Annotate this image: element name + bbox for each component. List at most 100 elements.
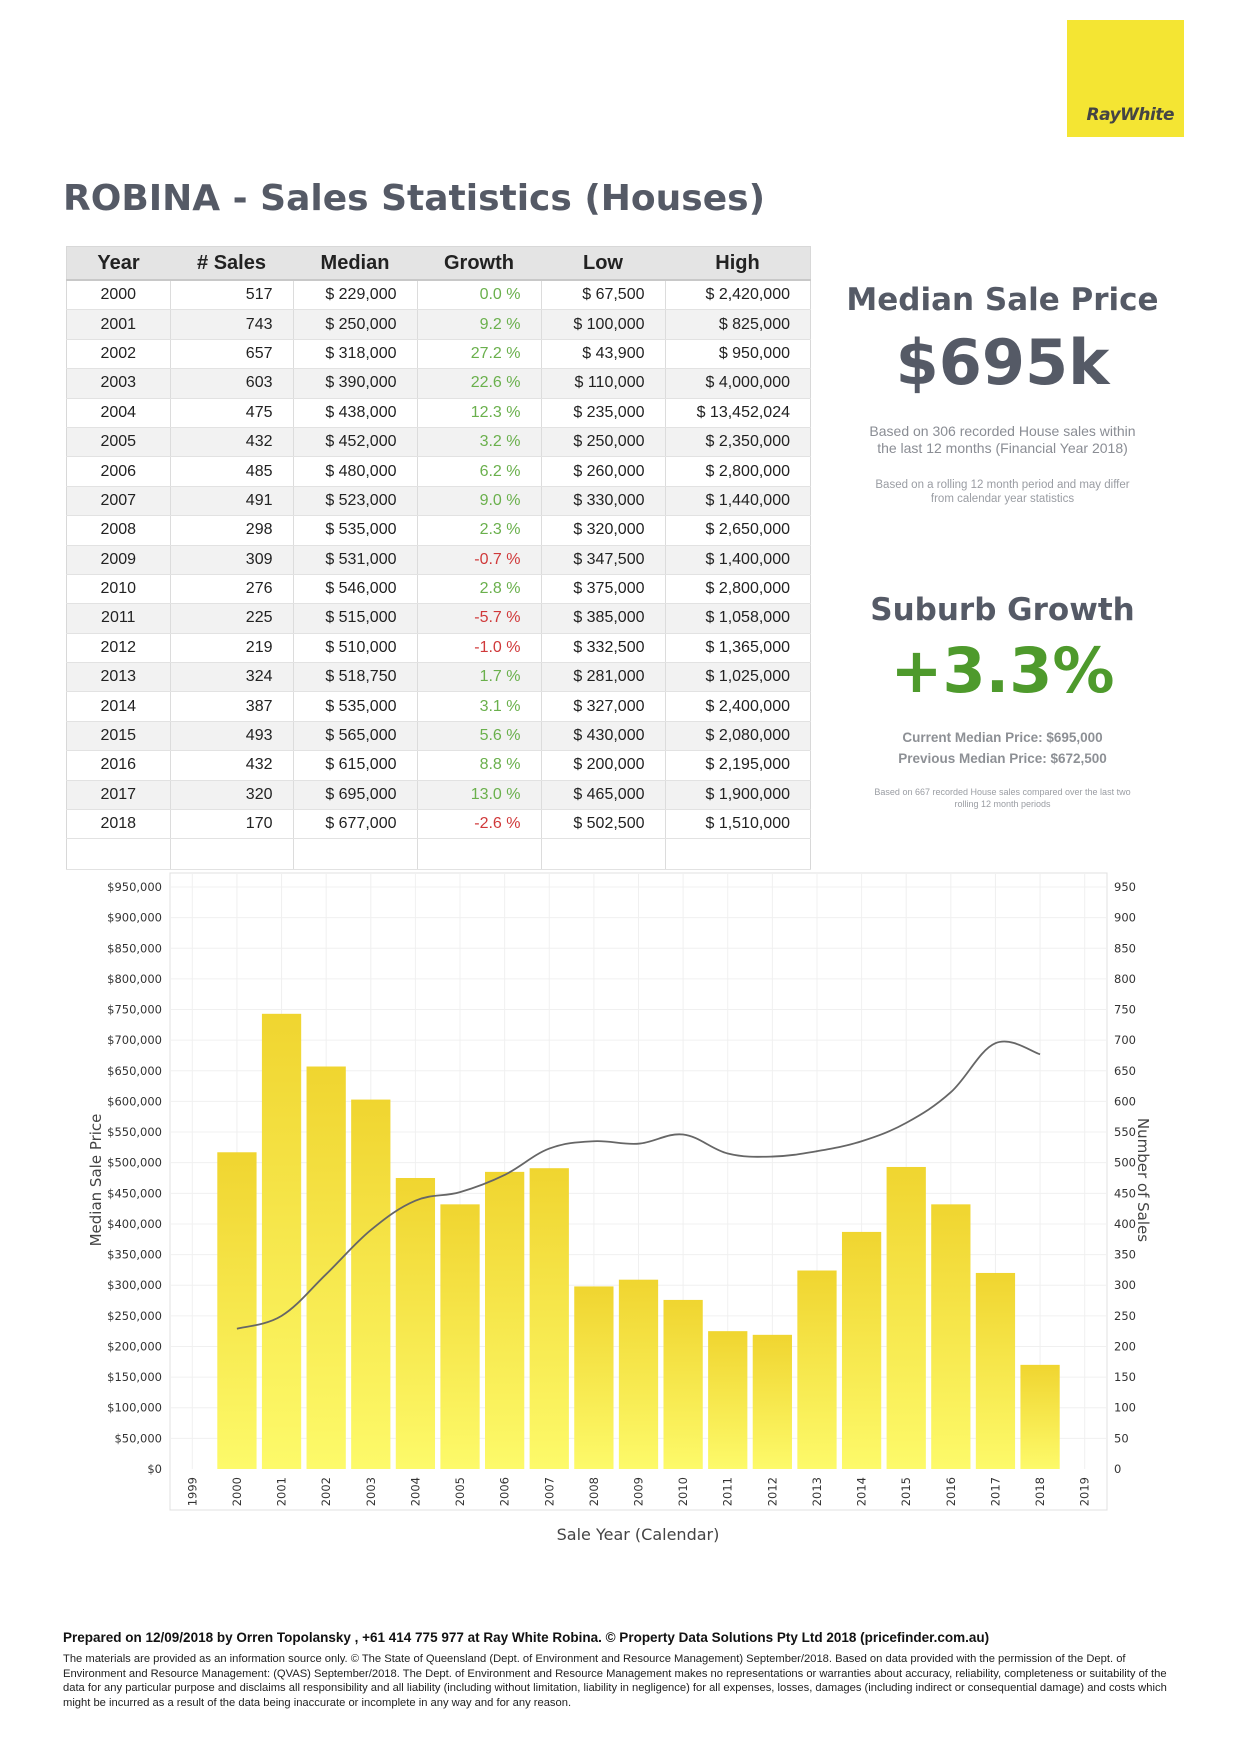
x-tick-label: 2005 [453, 1477, 467, 1506]
sales-bar [351, 1099, 391, 1469]
x-tick-label: 2006 [498, 1477, 512, 1506]
cell-low: $ 235,000 [541, 398, 666, 428]
cell-high: $ 1,510,000 [665, 809, 811, 840]
cell-growth: 2.8 % [417, 574, 542, 605]
sales-bar [574, 1286, 614, 1469]
median-value: $695k [895, 326, 1110, 399]
cell-year: 2014 [66, 691, 171, 722]
left-tick-label: $650,000 [107, 1064, 162, 1078]
cell-year: 2016 [66, 750, 171, 781]
cell-year: 2004 [66, 398, 171, 428]
x-tick-label: 2004 [408, 1477, 422, 1506]
sales-bar [752, 1334, 792, 1469]
table-row: 2000 517 $ 229,000 0.0 % $ 67,500 $ 2,420,000 [66, 280, 811, 311]
cell-year: 2012 [66, 633, 171, 664]
cell-median: $ 510,000 [293, 633, 418, 664]
cell-year: 2008 [66, 515, 171, 546]
table-body: 2000 517 $ 229,000 0.0 % $ 67,500 $ 2,420,000… [66, 280, 811, 871]
growth-heading: Suburb Growth [870, 592, 1135, 628]
table-row: 2005 432 $ 452,000 3.2 % $ 250,000 $ 2,350,00… [66, 427, 811, 458]
x-axis-title: Sale Year (Calendar) [557, 1525, 720, 1544]
cell-year: 2011 [66, 603, 171, 634]
right-axis-title: Number of Sales [1134, 1118, 1152, 1242]
sales-bar [306, 1066, 346, 1469]
sales-bar [708, 1331, 748, 1469]
cell-low: $ 110,000 [541, 368, 666, 399]
cell-high: $ 2,400,000 [665, 691, 811, 722]
cell-low: $ 332,500 [541, 633, 666, 664]
left-tick-label: $0 [147, 1462, 162, 1476]
right-tick-label: 150 [1114, 1370, 1136, 1384]
cell-median: $ 250,000 [293, 309, 418, 340]
cell-median: $ 480,000 [293, 456, 418, 487]
sales-bar [440, 1204, 480, 1469]
table-row: 2009 309 $ 531,000 -0.7 % $ 347,500 $ 1,400,0… [66, 545, 811, 575]
table-header-row: Year # Sales Median Growth Low High [66, 246, 811, 281]
left-tick-label: $550,000 [107, 1125, 162, 1139]
cell-growth: 9.2 % [417, 309, 542, 340]
cell-high: $ 2,650,000 [665, 515, 811, 546]
cell-growth: 13.0 % [417, 780, 542, 811]
left-tick-label: $850,000 [107, 941, 162, 955]
cell-growth: 9.0 % [417, 486, 542, 517]
cell-sales: 219 [170, 633, 294, 664]
cell-low: $ 330,000 [541, 486, 666, 517]
cell-sales: 309 [170, 545, 294, 575]
median-price-line [236, 1040, 1041, 1330]
cell-high: $ 1,900,000 [665, 780, 811, 811]
cell-year: 2017 [66, 780, 171, 811]
left-tick-label: $350,000 [107, 1248, 162, 1262]
cell-median: $ 677,000 [293, 809, 418, 840]
left-tick-label: $400,000 [107, 1217, 162, 1231]
cell-sales: 387 [170, 691, 294, 722]
sales-chart: $0 $50,000 $100,000 $150,000 $200,000 $250,00… [87, 872, 1152, 1544]
x-tick-label: 2001 [275, 1477, 289, 1506]
cell-growth: 3.1 % [417, 691, 542, 722]
x-tick-label: 2015 [899, 1477, 913, 1506]
table-row: 2006 485 $ 480,000 6.2 % $ 260,000 $ 2,800,00… [66, 456, 811, 487]
x-tick-label: 2007 [542, 1477, 556, 1506]
left-tick-label: $900,000 [107, 911, 162, 925]
cell-median: $ 531,000 [293, 545, 418, 575]
left-tick-label: $950,000 [107, 880, 162, 894]
cell-growth: 22.6 % [417, 368, 542, 399]
cell-low: $ 43,900 [541, 339, 666, 370]
x-tick-label: 2014 [855, 1477, 869, 1506]
cell-sales: 517 [170, 280, 294, 311]
cell-growth: 0.0 % [417, 280, 542, 311]
cell-high: $ 2,800,000 [665, 456, 811, 487]
axis-labels: $0 $50,000 $100,000 $150,000 $200,000 $250,00… [107, 880, 1136, 1506]
sales-bar [663, 1299, 703, 1469]
table-row: 2002 657 $ 318,000 27.2 % $ 43,900 $ 950,000 [66, 339, 811, 370]
table-row: 2007 491 $ 523,000 9.0 % $ 330,000 $ 1,440,00… [66, 486, 811, 517]
header-median: Median [293, 246, 417, 281]
cell-median: $ 615,000 [293, 750, 418, 781]
table-row: 2001 743 $ 250,000 9.2 % $ 100,000 $ 825,000 [66, 309, 811, 340]
cell-growth: 1.7 % [417, 662, 542, 693]
sales-bar [975, 1272, 1016, 1469]
left-tick-label: $500,000 [107, 1156, 162, 1170]
header-growth: Growth [417, 246, 541, 281]
cell-sales: 320 [170, 780, 294, 811]
cell-year: 2015 [66, 721, 171, 752]
cell-median: $ 523,000 [293, 486, 418, 517]
sales-bar [261, 1013, 302, 1469]
cell-sales: 170 [170, 809, 294, 840]
median-line [236, 1040, 1041, 1330]
x-tick-label: 2017 [988, 1477, 1002, 1506]
cell-median: $ 546,000 [293, 574, 418, 605]
cell-sales: 475 [170, 398, 294, 428]
cell-sales: 657 [170, 339, 294, 370]
table-row: 2008 298 $ 535,000 2.3 % $ 320,000 $ 2,650,00… [66, 515, 811, 546]
right-tick-label: 650 [1114, 1064, 1136, 1078]
bars [217, 1013, 1060, 1469]
table-row: 2012 219 $ 510,000 -1.0 % $ 332,500 $ 1,365,0… [66, 633, 811, 664]
cell-low: $ 250,000 [541, 427, 666, 458]
cell-growth: 12.3 % [417, 398, 542, 428]
table-row: 2014 387 $ 535,000 3.1 % $ 327,000 $ 2,400,00… [66, 691, 811, 722]
cell-high: $ 950,000 [665, 339, 811, 370]
ray-white-logo: RayWhite [1067, 20, 1184, 137]
x-tick-label: 2000 [230, 1477, 244, 1506]
cell-high: $ 4,000,000 [665, 368, 811, 399]
left-tick-label: $450,000 [107, 1186, 162, 1200]
